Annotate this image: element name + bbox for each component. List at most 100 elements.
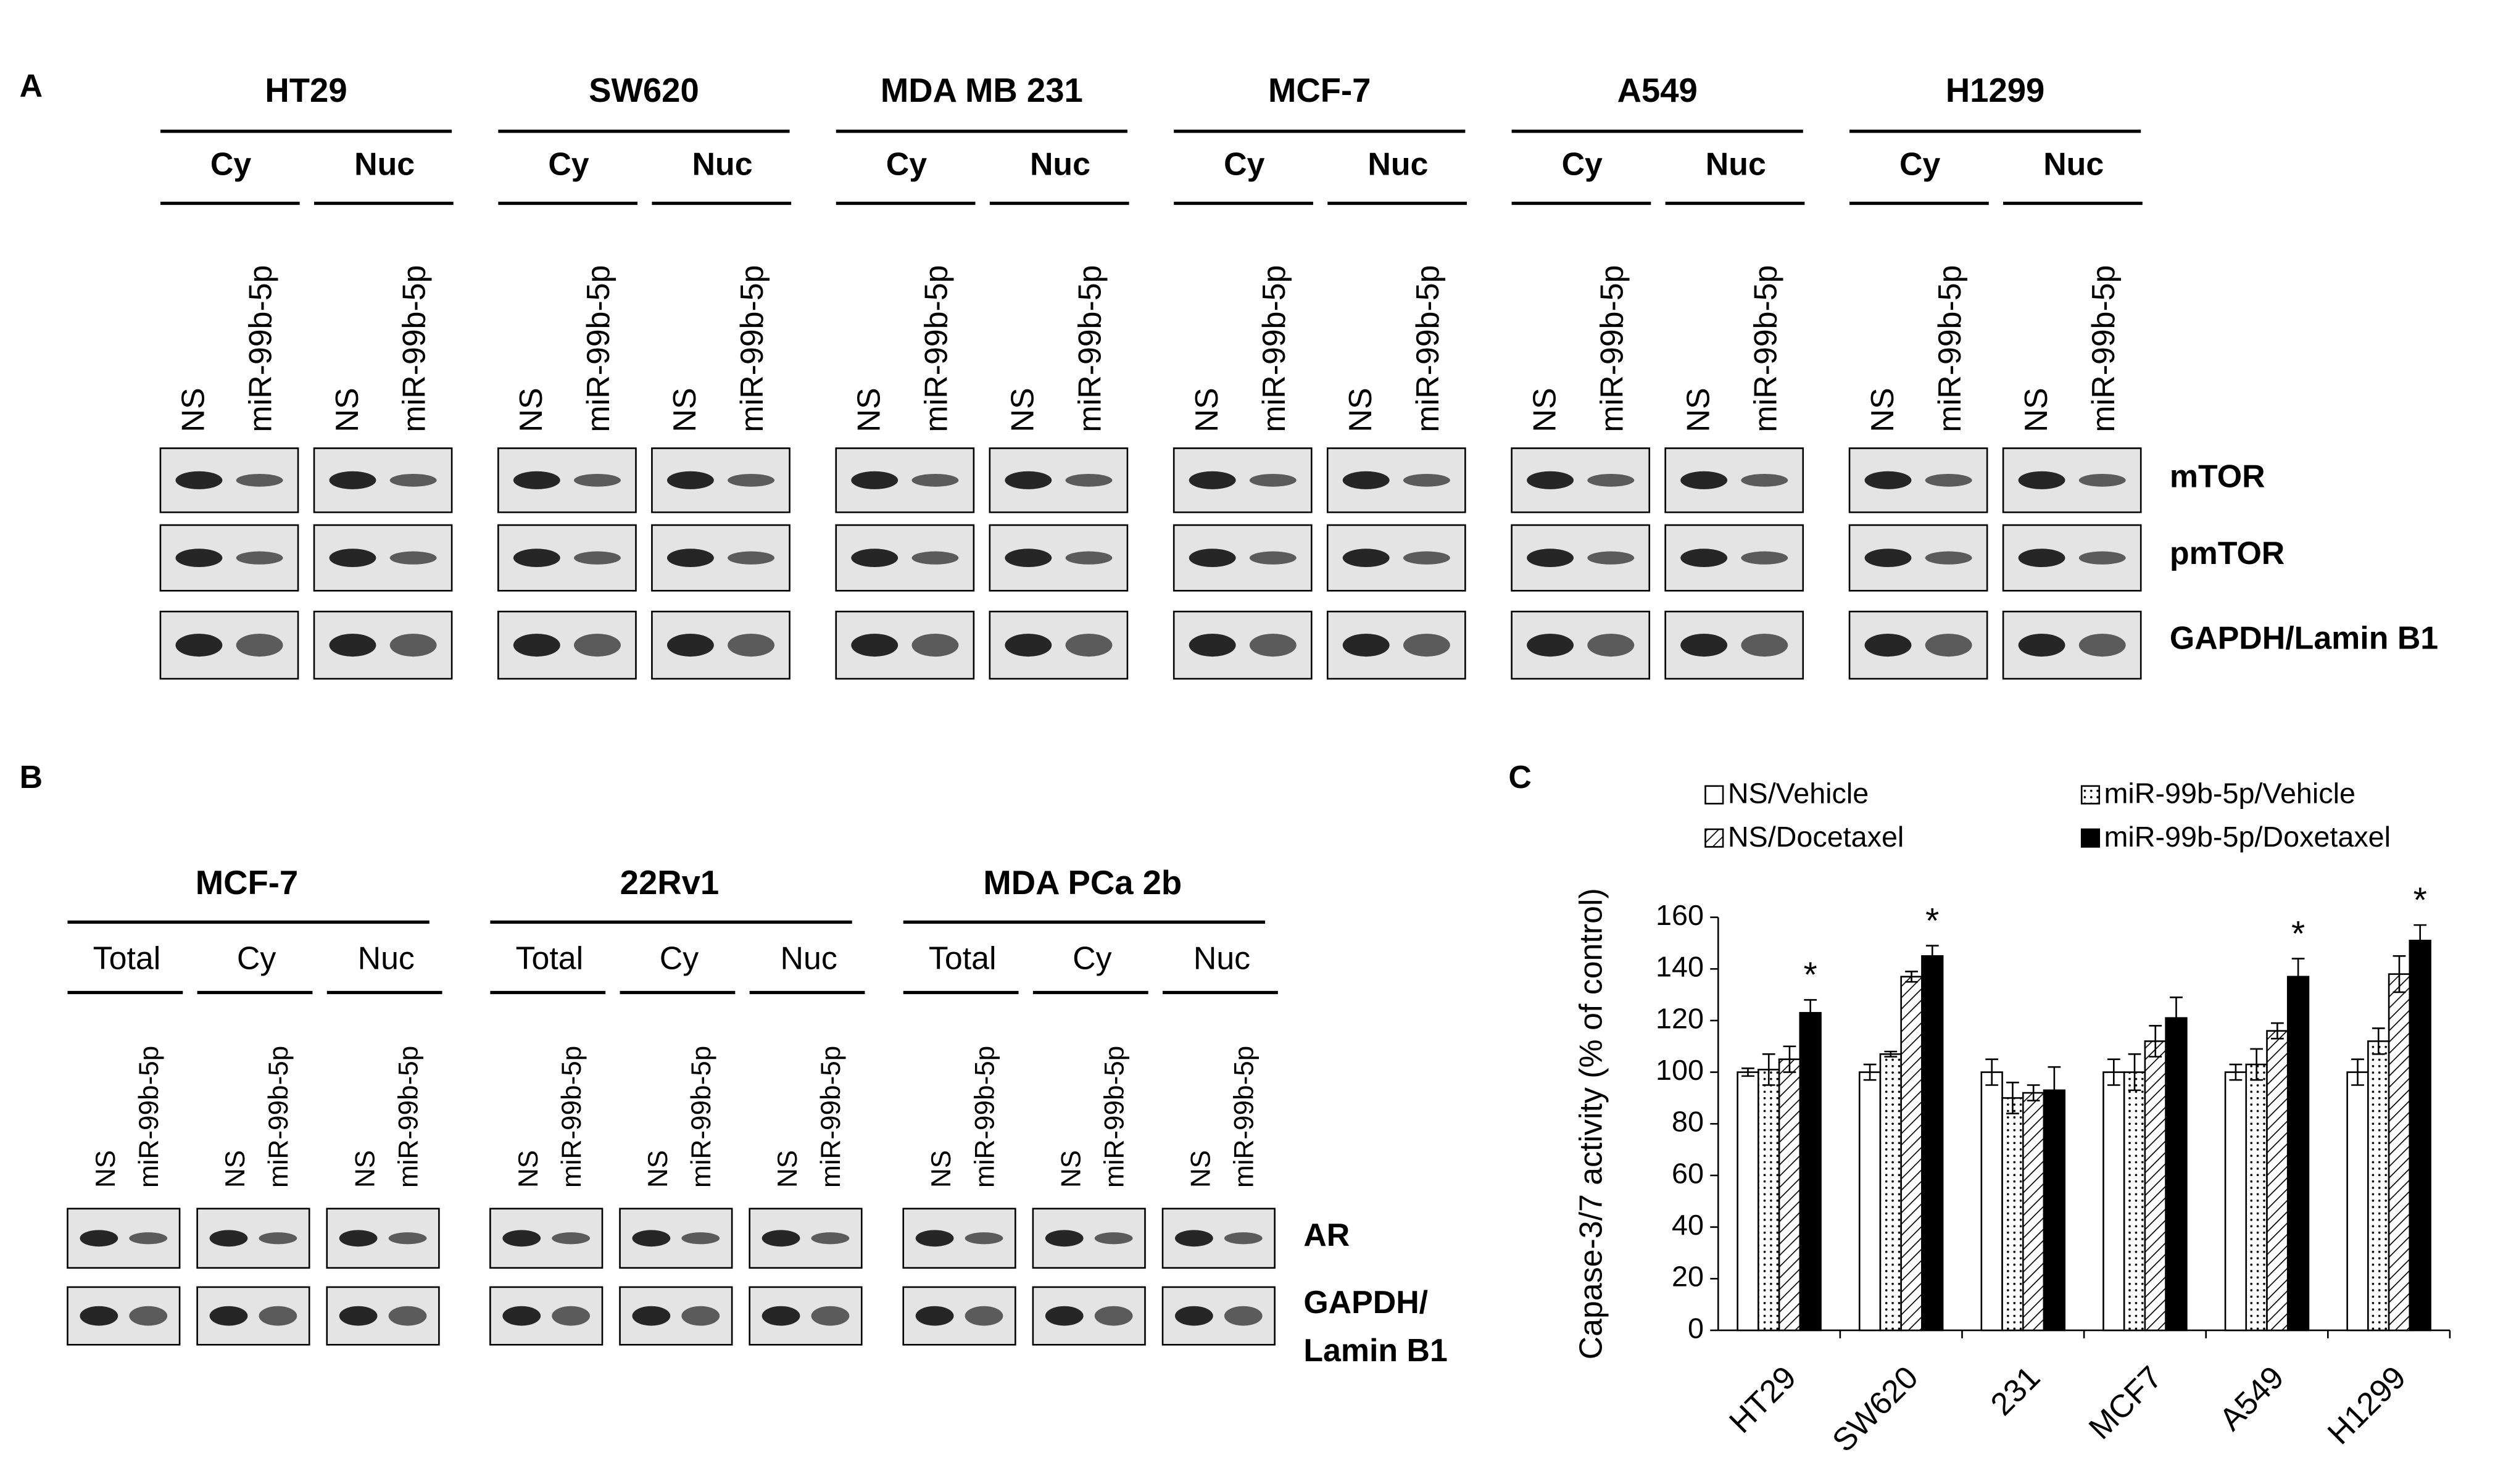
- fraction: Cy: [660, 940, 699, 976]
- band: [388, 1306, 427, 1326]
- band: [1224, 1232, 1263, 1245]
- lane-label: miR-99b-5p: [243, 265, 278, 432]
- fraction: Nuc: [1030, 146, 1090, 182]
- band: [1249, 473, 1297, 487]
- lane-label: NS: [851, 388, 887, 432]
- legend-swatch: [1704, 828, 1724, 848]
- error-bar: [1905, 971, 1918, 983]
- lane-label: miR-99b-5p: [134, 1046, 164, 1188]
- lane-label: miR-99b-5p: [2085, 265, 2121, 432]
- band: [175, 471, 223, 489]
- error-bar: [1863, 1063, 1877, 1081]
- legend-label: miR-99b-5p/Vehicle: [2104, 777, 2355, 810]
- error-bar: [1804, 999, 1817, 1027]
- cell-line: MDA PCa 2b: [983, 864, 1182, 902]
- lane-label: NS: [1680, 388, 1716, 432]
- band: [1224, 1306, 1263, 1326]
- lane-label: miR-99b-5p: [264, 1046, 294, 1188]
- lane-label: miR-99b-5p: [1229, 1046, 1260, 1188]
- error-bar: [2149, 1024, 2162, 1058]
- y-tick-label: 0: [1688, 1312, 1704, 1344]
- error-bar: [2351, 1058, 2364, 1086]
- lane-label: miR-99b-5p: [918, 265, 954, 432]
- y-tick-label: 100: [1656, 1054, 1704, 1086]
- band: [632, 1306, 671, 1326]
- y-tick-label: 20: [1672, 1261, 1704, 1293]
- band: [1342, 471, 1390, 489]
- band: [513, 471, 560, 489]
- y-tick-label: 120: [1656, 1002, 1704, 1034]
- band: [911, 473, 959, 487]
- bar: [1879, 1053, 1902, 1332]
- band: [1065, 551, 1113, 565]
- panel-label: C: [1508, 759, 1531, 795]
- band: [2078, 473, 2126, 487]
- cell-line: MCF-7: [196, 864, 298, 902]
- band: [1065, 634, 1113, 657]
- bar: [1737, 1071, 1759, 1332]
- x-tick-label: H1299: [2320, 1359, 2412, 1451]
- panel-label: A: [20, 67, 43, 103]
- error-bar: [1884, 1050, 1898, 1058]
- lane-label: NS: [666, 388, 702, 432]
- y-tick-label: 40: [1672, 1209, 1704, 1241]
- error-bar: [1985, 1058, 1999, 1086]
- band: [1249, 634, 1297, 657]
- bar: [2224, 1071, 2247, 1332]
- significance: *: [1804, 955, 1817, 995]
- error-bar: [2393, 955, 2406, 993]
- band: [502, 1230, 541, 1247]
- band: [911, 634, 959, 657]
- legend-swatch: [1704, 785, 1724, 805]
- bar: [1799, 1012, 1822, 1332]
- band: [1741, 551, 1788, 565]
- band: [574, 473, 621, 487]
- band: [2078, 551, 2126, 565]
- lane-label: NS: [1342, 388, 1378, 432]
- error-bar: [1762, 1053, 1775, 1086]
- lane-label: NS: [643, 1150, 673, 1188]
- lane-label: NS: [513, 1150, 544, 1188]
- band: [80, 1306, 118, 1326]
- y-tick-label: 140: [1656, 951, 1704, 983]
- y-axis-label: Capase-3/7 activity (% of control): [1573, 888, 1609, 1359]
- fraction: Nuc: [692, 146, 753, 182]
- band: [1094, 1306, 1133, 1326]
- error-bar: [2229, 1063, 2243, 1081]
- x-tick-label: 231: [1983, 1359, 2046, 1422]
- y-tick-label: 80: [1672, 1106, 1704, 1138]
- band: [1680, 471, 1728, 489]
- band: [1680, 549, 1728, 568]
- cell-line: 22Rv1: [620, 864, 720, 902]
- band: [1925, 473, 1972, 487]
- bar: [2001, 1097, 2024, 1332]
- band: [329, 471, 376, 489]
- band: [339, 1230, 378, 1247]
- band: [552, 1306, 591, 1326]
- band: [129, 1306, 168, 1326]
- band: [1094, 1232, 1133, 1245]
- band: [1005, 471, 1052, 489]
- band: [1925, 551, 1972, 565]
- band: [513, 549, 560, 568]
- bar: [2022, 1092, 2045, 1332]
- error-bar: [2027, 1084, 2040, 1101]
- band: [728, 551, 774, 565]
- panel-label: B: [20, 759, 43, 795]
- fraction: Nuc: [2043, 146, 2104, 182]
- band: [1175, 1230, 1213, 1247]
- band: [175, 634, 223, 657]
- fraction: Cy: [1562, 146, 1603, 182]
- band: [915, 1306, 954, 1326]
- band: [762, 1230, 800, 1247]
- lane-label: NS: [1186, 1150, 1216, 1188]
- x-tick-label: A549: [2212, 1359, 2291, 1437]
- lane-label: NS: [926, 1150, 957, 1188]
- band: [1189, 549, 1236, 568]
- lane-label: miR-99b-5p: [1256, 265, 1292, 432]
- band: [1587, 473, 1635, 487]
- band: [1175, 1306, 1213, 1326]
- error-bar: [1783, 1045, 1796, 1073]
- bar: [2123, 1071, 2146, 1332]
